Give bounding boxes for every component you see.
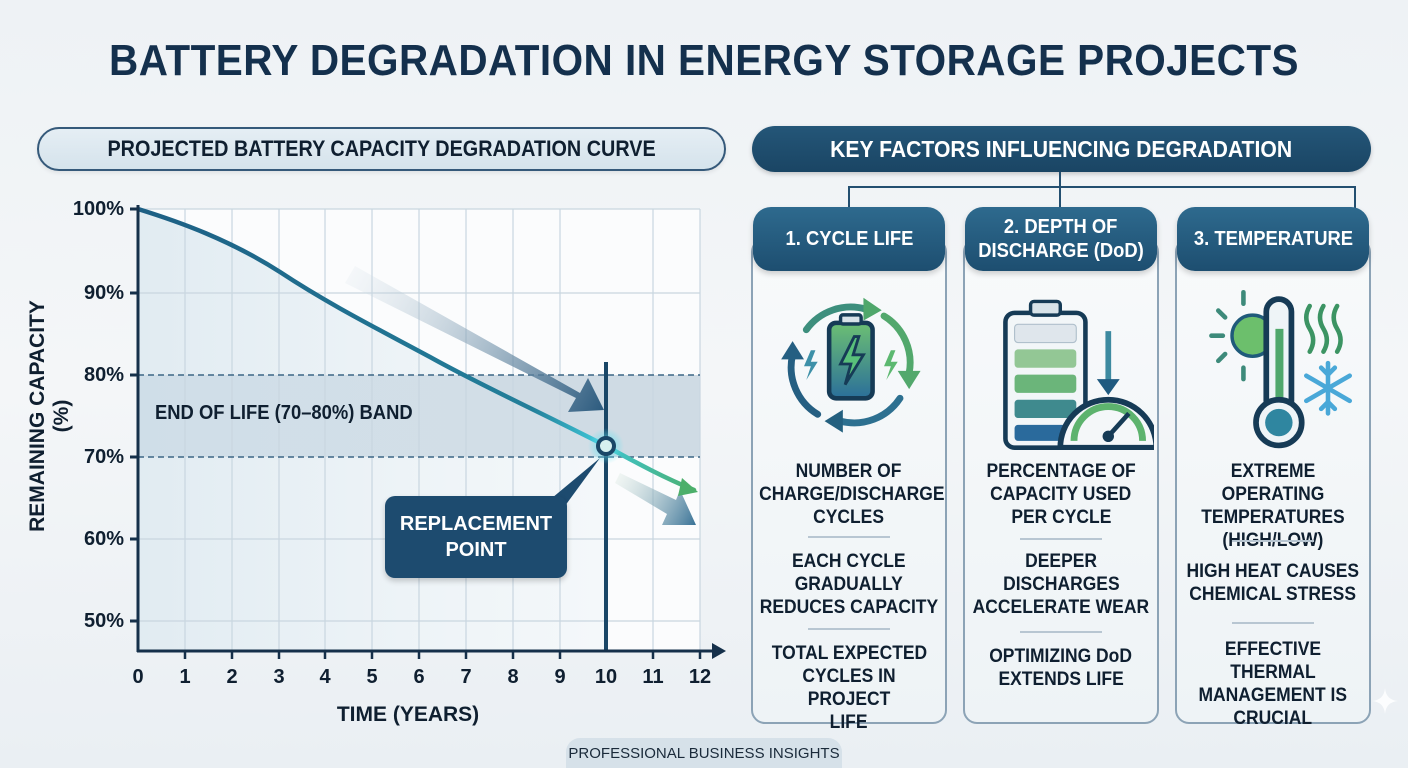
- divider: [1020, 538, 1102, 540]
- trend-arrow-lower: [615, 473, 696, 525]
- x-tick: 1: [179, 666, 191, 688]
- x-tick: 9: [554, 666, 566, 688]
- divider: [808, 628, 890, 630]
- y-tick: 80%: [83, 364, 124, 386]
- y-axis-label: REMAINING CAPACITY (%): [26, 300, 73, 532]
- factor-point: EXTREME OPERATING TEMPERATURES (HIGH/LOW): [1201, 461, 1345, 551]
- divider: [1232, 622, 1314, 624]
- y-tick: 70%: [83, 446, 124, 468]
- factor-point: HIGH HEAT CAUSES CHEMICAL STRESS: [1186, 561, 1360, 605]
- x-tick: 6: [413, 666, 425, 688]
- chart-title: PROJECTED BATTERY CAPACITY DEGRADATION C…: [107, 136, 656, 161]
- y-tick: 90%: [83, 282, 124, 304]
- factor-point: OPTIMIZING DoD EXTENDS LIFE: [989, 646, 1133, 690]
- degradation-chart: [130, 205, 726, 659]
- x-tick: 7: [460, 666, 472, 688]
- footer-label: PROFESSIONAL BUSINESS INSIGHTS: [566, 738, 842, 768]
- divider: [808, 536, 890, 538]
- battery-gauge-icon: [1003, 299, 1154, 450]
- connector-mid: [1059, 186, 1061, 208]
- x-tick: 0: [132, 666, 144, 688]
- factor-point: NUMBER OF CHARGE/DISCHARGE CYCLES: [759, 461, 945, 528]
- factor-point: EACH CYCLE GRADUALLY REDUCES CAPACITY: [759, 551, 939, 618]
- callout-line: REPLACEMENT: [399, 513, 553, 535]
- replacement-callout: REPLACEMENT POINT: [385, 496, 567, 578]
- x-tick: 12: [688, 666, 712, 688]
- x-tick: 8: [507, 666, 519, 688]
- factor-heading: 1. CYCLE LIFE: [753, 207, 945, 271]
- y-tick: 50%: [83, 610, 124, 632]
- factor-point: TOTAL EXPECTED CYCLES IN PROJECT LIFE: [771, 643, 927, 733]
- factor-point: DEEPER DISCHARGES ACCELERATE WEAR: [972, 551, 1150, 618]
- factor-point: PERCENTAGE OF CAPACITY USED PER CYCLE: [986, 461, 1136, 528]
- x-tick: 5: [366, 666, 378, 688]
- x-axis-label: TIME (YEARS): [336, 703, 480, 726]
- connector-lines: [848, 186, 1356, 208]
- replacement-marker: [596, 436, 616, 456]
- trend-arrow-upper: [345, 266, 604, 412]
- factor-heading: 2. DEPTH OF DISCHARGE (DoD): [965, 207, 1157, 271]
- thermometer-sun-snowflake-icon: [1209, 290, 1352, 449]
- factors-title-pill: KEY FACTORS INFLUENCING DEGRADATION: [752, 126, 1371, 172]
- page-title: BATTERY DEGRADATION IN ENERGY STORAGE PR…: [109, 36, 1299, 85]
- battery-cycle-icon: [781, 297, 921, 433]
- factor-heading: 3. TEMPERATURE: [1177, 207, 1369, 271]
- connector-stem: [1059, 172, 1061, 186]
- curve-arrowhead: [678, 478, 698, 496]
- divider: [1232, 540, 1314, 542]
- band-label: END OF LIFE (70–80%) BAND: [155, 402, 413, 424]
- x-tick: 2: [226, 666, 238, 688]
- divider: [1020, 631, 1102, 633]
- x-tick: 11: [642, 666, 664, 688]
- y-tick: 60%: [83, 528, 124, 550]
- x-tick: 3: [273, 666, 285, 688]
- factors-title: KEY FACTORS INFLUENCING DEGRADATION: [830, 135, 1293, 162]
- factor-point: EFFECTIVE THERMAL MANAGEMENT IS CRUCIAL: [1198, 639, 1348, 729]
- callout-line: POINT: [445, 539, 507, 561]
- x-tick: 4: [319, 666, 331, 688]
- sparkle-icon: [1372, 688, 1398, 714]
- y-tick: 100%: [72, 198, 124, 220]
- x-tick: 10: [594, 666, 618, 688]
- chart-title-pill: PROJECTED BATTERY CAPACITY DEGRADATION C…: [37, 127, 726, 171]
